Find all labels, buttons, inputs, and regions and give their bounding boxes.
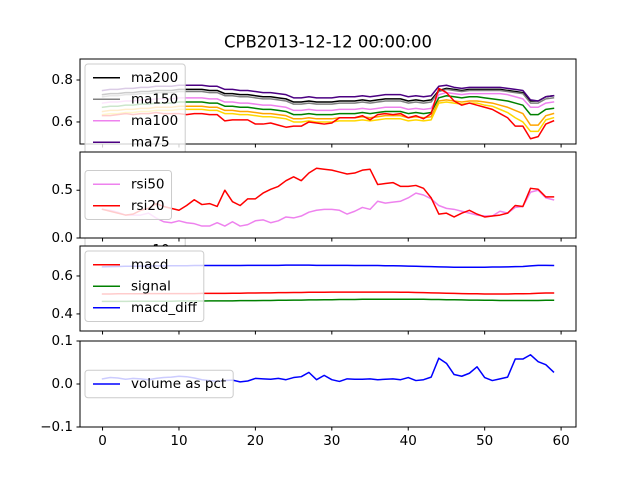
plot-area [101,167,555,227]
subplot: −0.1 0.0 0.1 0 10 20 30 40 50 60 volume as pct [40,333,577,449]
y-tick-label: 0.6 [52,268,73,284]
legend-label: rsi20 [131,198,165,214]
legend-label: signal [131,278,171,294]
x-tick-label: 30 [323,433,340,449]
legend: rsi50 rsi20 [84,170,173,220]
y-tick-label: 0.5 [52,182,73,198]
y-tick-label: 0.4 [52,306,73,322]
legend-box [84,170,173,220]
y-tick-label: 0.0 [52,376,73,392]
legend-label: rsi50 [131,176,165,192]
x-tick-label: 40 [400,433,417,449]
x-tick-label: 0 [98,433,107,449]
y-tick-label: 0.1 [52,333,73,349]
y-tick-label: 0.0 [52,230,73,246]
legend-label: macd_diff [131,300,197,316]
legend: volume as pct [84,369,234,399]
x-tick-label: 60 [553,433,570,449]
legend: macd signal macd_diff [84,250,205,322]
subplot: 0.4 0.6 macd signal macd_diff [52,245,577,335]
axes-frame [79,245,577,332]
chart-title: CPB2013-12-12 00:00:00 [224,33,432,52]
series-line [101,167,555,218]
legend-label: volume as pct [131,376,226,392]
axes-frame [79,58,577,145]
legend-label: macd [131,257,168,273]
x-tick-label: 20 [247,433,264,449]
legend-label: ma200 [131,70,178,86]
axes-frame [79,151,577,239]
y-tick-label: 0.6 [52,114,73,130]
x-tick-label: 50 [476,433,493,449]
subplot: 0.0 0.5 rsi50 rsi20 [52,151,577,246]
legend-label: ma75 [131,134,170,150]
y-tick-label: 0.8 [52,72,73,88]
legend-box [84,369,234,399]
x-tick-label: 10 [170,433,187,449]
legend-box [84,250,205,322]
legend-label: ma150 [131,91,178,107]
y-tick-label: −0.1 [40,419,73,435]
legend-label: ma100 [131,113,178,129]
